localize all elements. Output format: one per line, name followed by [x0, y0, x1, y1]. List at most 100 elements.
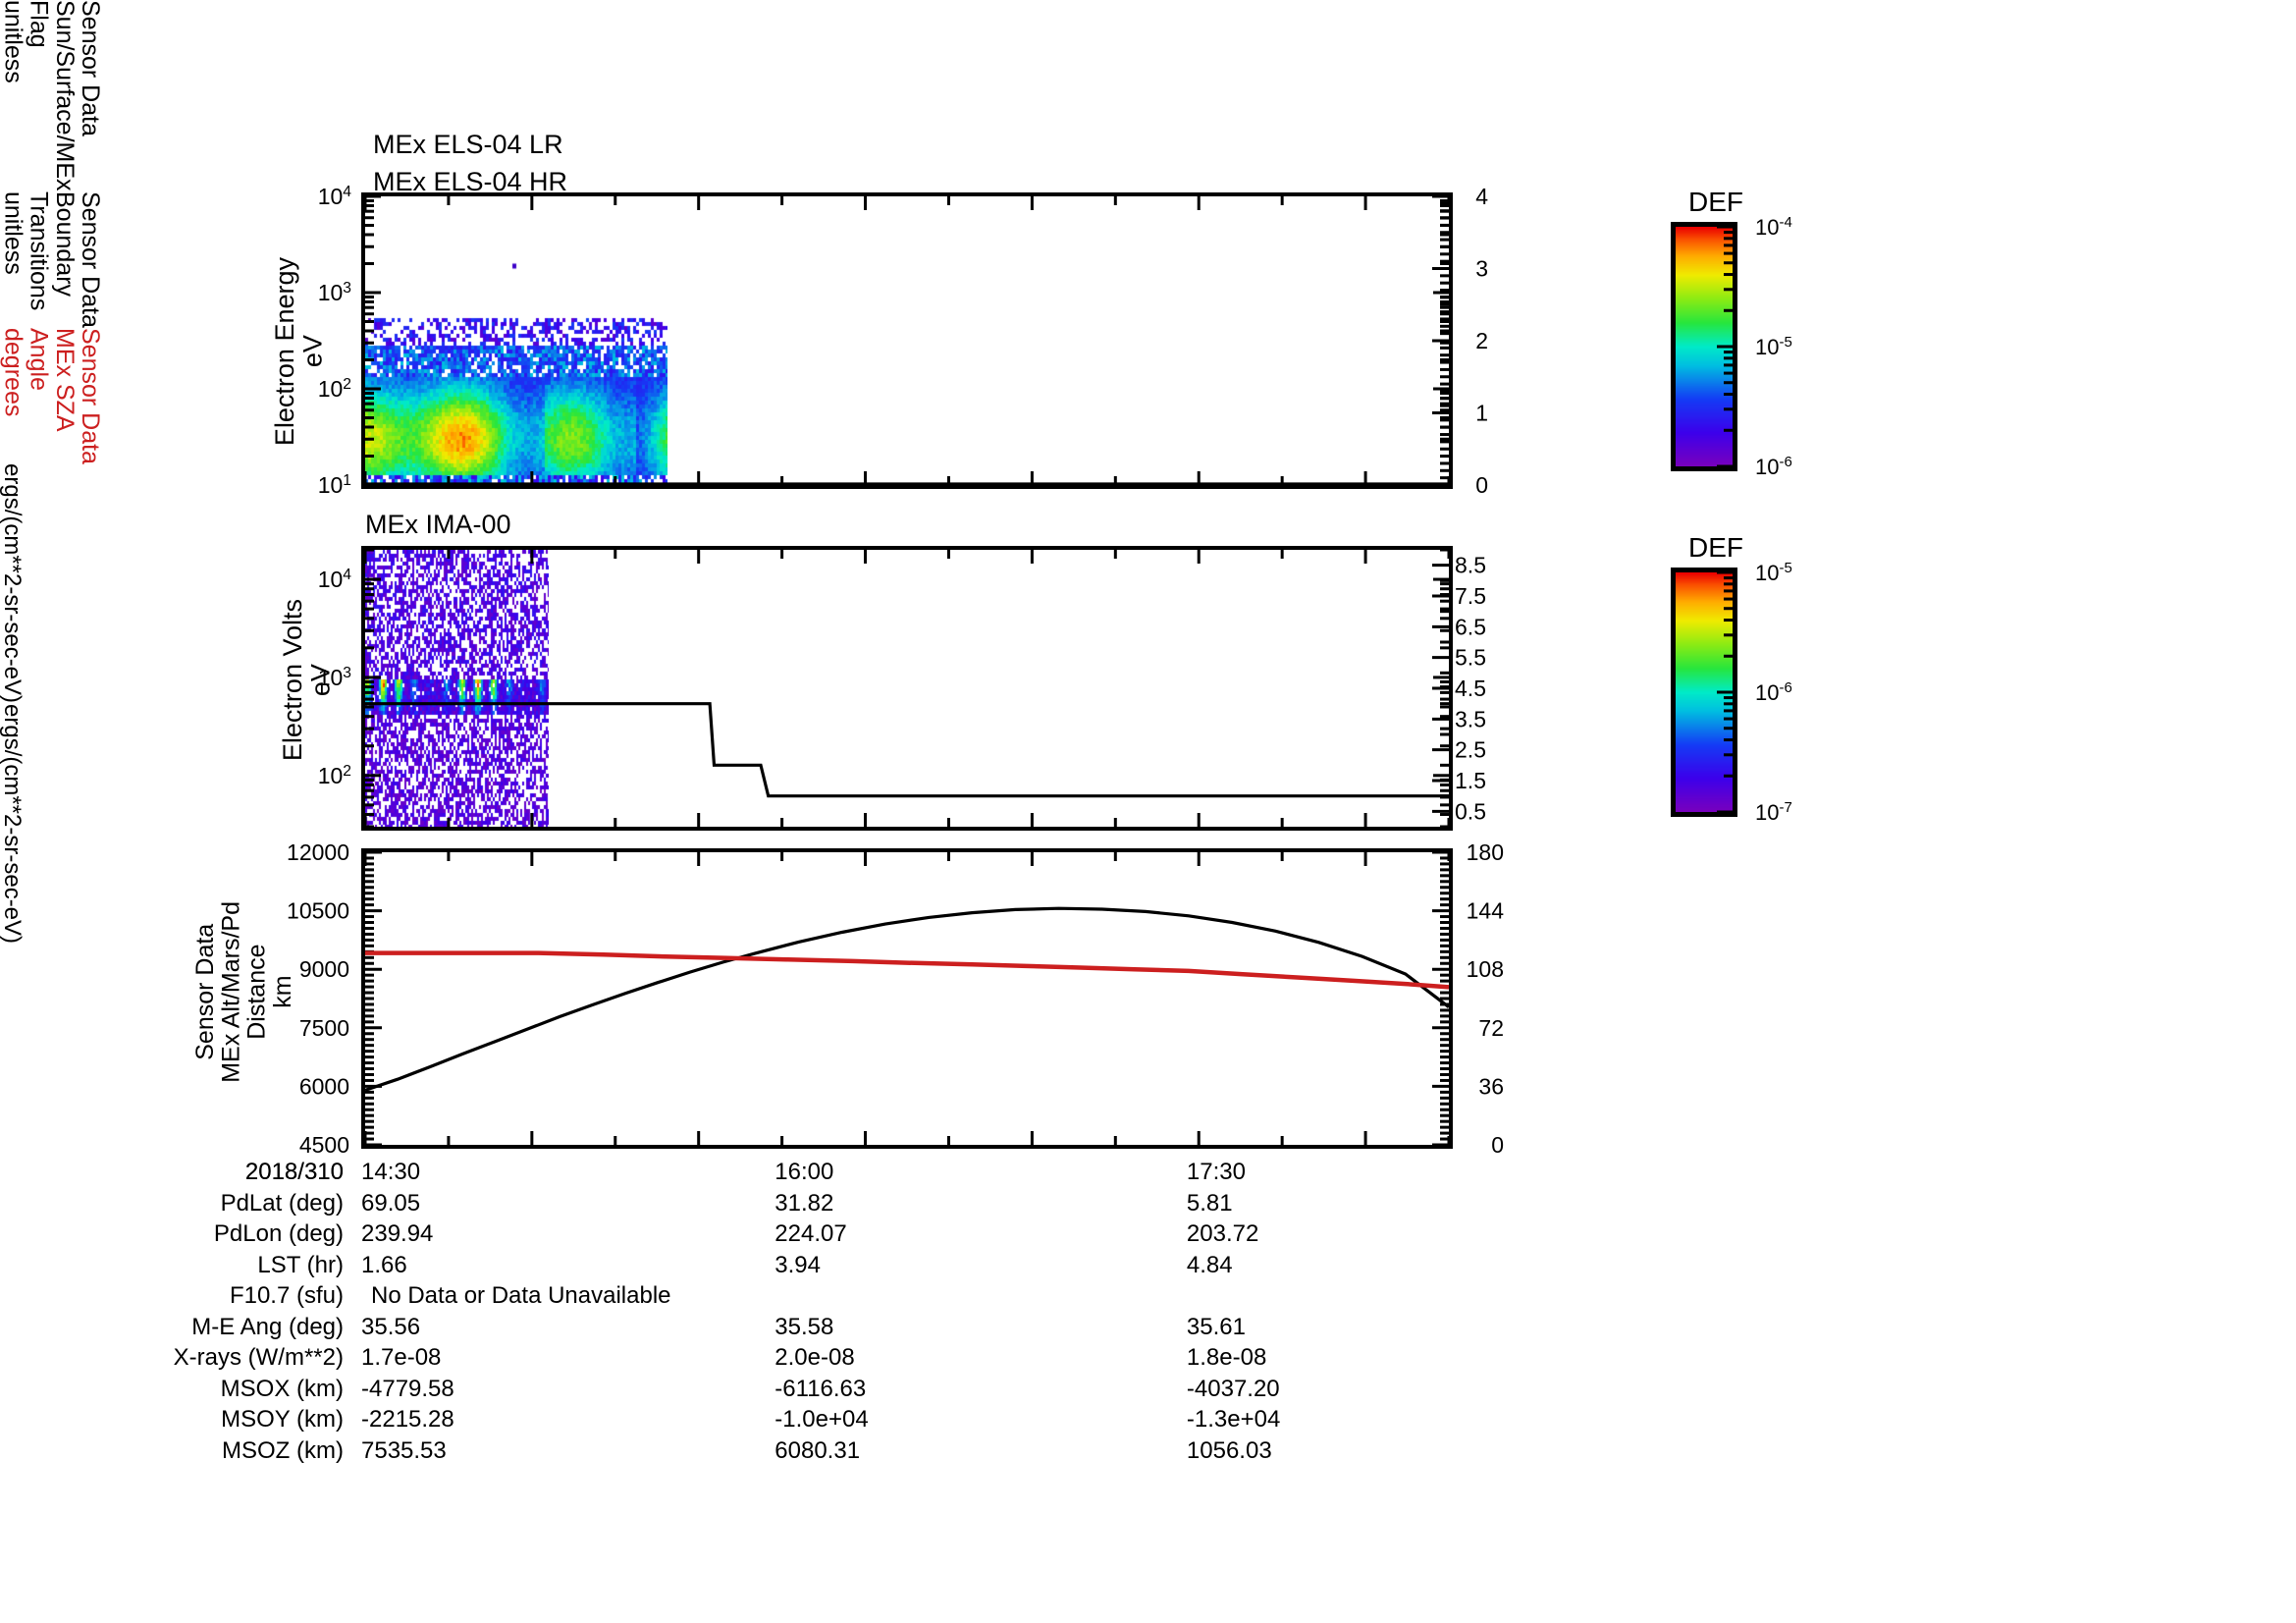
table-cell: -1.3e+04: [1186, 1406, 1281, 1433]
log-tick-label: 102: [318, 762, 351, 788]
table-cell: -4779.58: [361, 1375, 454, 1402]
svg-text:1: 1: [1475, 401, 1488, 426]
table-cell: 203.72: [1186, 1220, 1259, 1247]
table-cell: No Data or Data Unavailable: [371, 1282, 671, 1309]
svg-text:3: 3: [1475, 256, 1488, 282]
panel-els-title-lr: MEx ELS-04 LR: [373, 130, 563, 159]
svg-text:7500: 7500: [299, 1015, 349, 1041]
panel-alt-frame: [361, 848, 1453, 1149]
table-cell: 2.0e-08: [774, 1344, 855, 1371]
svg-text:10500: 10500: [287, 898, 349, 924]
boundary-transitions-line: [365, 702, 1449, 798]
table-row-label: PdLat (deg): [220, 1189, 344, 1217]
svg-text:12000: 12000: [287, 839, 349, 865]
table-cell: 4.84: [1186, 1251, 1233, 1278]
colorbar-2-unit: ergs/(cm**2-sr-sec-eV): [0, 703, 27, 944]
table-cell: 35.61: [1186, 1313, 1246, 1340]
svg-text:6.5: 6.5: [1455, 614, 1486, 639]
svg-text:72: 72: [1478, 1015, 1504, 1041]
table-cell: -6116.63: [774, 1375, 867, 1402]
table-cell: 1.7e-08: [361, 1344, 442, 1371]
panel-els-axes: 101 102 103 104 0 1 2 3 4: [318, 184, 1489, 499]
svg-text:0: 0: [1491, 1132, 1504, 1158]
colorbar-tick-label: 10-5: [1755, 560, 1792, 586]
panel-els-ylabel-right: Sensor Data Sun/Surface/MEx Flag unitles…: [0, 0, 104, 191]
table-row-label: MSOY (km): [221, 1406, 344, 1433]
svg-text:7.5: 7.5: [1455, 583, 1486, 609]
table-cell: 1056.03: [1186, 1436, 1272, 1464]
colorbar-2-title: DEF: [1688, 532, 1743, 563]
svg-text:108: 108: [1467, 956, 1504, 982]
table-row-label: 2018/310: [244, 1159, 344, 1185]
svg-text:4500: 4500: [299, 1132, 349, 1158]
panel-ima-title: MEx IMA-00: [365, 510, 511, 539]
svg-text:6000: 6000: [299, 1073, 349, 1099]
table-row-label: PdLon (deg): [213, 1220, 344, 1247]
table-cell: 31.82: [774, 1189, 834, 1217]
x-tick-label: 16:00: [774, 1159, 834, 1185]
colorbar-1-title: DEF: [1688, 187, 1743, 217]
svg-text:2.5: 2.5: [1455, 737, 1486, 763]
table-row-label: LST (hr): [257, 1251, 344, 1278]
colorbar-tick-label: 10-6: [1755, 679, 1792, 706]
colorbar-1-unit: ergs/(cm**2-sr-sec-eV): [0, 463, 27, 704]
table-cell: 69.05: [361, 1189, 421, 1217]
log-tick-label: 102: [318, 376, 351, 403]
date-label: 2018/310: [244, 1159, 344, 1185]
table-cell: 1.8e-08: [1186, 1344, 1267, 1371]
table-cell: 3.94: [774, 1251, 821, 1278]
table-cell: 35.58: [774, 1313, 834, 1340]
svg-text:36: 36: [1478, 1073, 1504, 1099]
svg-text:0: 0: [1475, 472, 1488, 498]
log-tick-label: 101: [318, 472, 351, 499]
svg-text:8.5: 8.5: [1455, 553, 1486, 578]
colorbar-2-axes: 10-7 10-6 10-5: [1717, 560, 1792, 825]
table-cell: -4037.20: [1186, 1375, 1280, 1402]
log-tick-label: 103: [318, 664, 351, 690]
table-row-label: F10.7 (sfu): [229, 1282, 344, 1309]
panel-ima-ylabel-right: Sensor Data Boundary Transitions unitles…: [0, 190, 104, 328]
x-tick-label: 14:30: [361, 1159, 421, 1185]
log-tick-label: 104: [318, 184, 352, 210]
table-row-label: M-E Ang (deg): [191, 1313, 344, 1340]
panel-alt-ylabel-left: Sensor Data MEx Alt/Mars/Pd Distance km: [191, 901, 296, 1083]
mex-sza-line: [365, 950, 1450, 990]
table-cell: 7535.53: [361, 1436, 447, 1464]
table-cell: 1.66: [361, 1251, 407, 1278]
panel-els-spectrogram: [365, 196, 667, 485]
table-cell: 224.07: [774, 1220, 847, 1247]
table-cell: 6080.31: [774, 1436, 861, 1464]
svg-text:0.5: 0.5: [1455, 798, 1486, 824]
colorbar-1-axes: 10-6 10-5 10-4: [1717, 214, 1792, 479]
panel-els-title-hr: MEx ELS-04 HR: [373, 167, 568, 196]
table-row-label: X-rays (W/m**2): [173, 1344, 344, 1371]
colorbar-tick-label: 10-5: [1755, 334, 1792, 360]
svg-text:4: 4: [1475, 184, 1488, 209]
panel-alt-ylabel-right: Sensor Data MEx SZA Angle degrees: [0, 327, 104, 464]
colorbar-tick-label: 10-4: [1755, 214, 1792, 241]
table-row-label: MSOX (km): [220, 1375, 344, 1402]
log-tick-label: 104: [318, 567, 352, 593]
panel-ima-axes: 102 103 104 0.5 1.5 2.5 3.5 4.5 5.5 6.5 7.5 8.5: [318, 548, 1486, 829]
table-row-label: MSOZ (km): [222, 1436, 344, 1464]
mex-altitude-line: [364, 906, 1450, 1092]
table-cell: -1.0e+04: [774, 1406, 869, 1433]
svg-text:4.5: 4.5: [1455, 676, 1486, 701]
svg-text:5.5: 5.5: [1455, 645, 1486, 671]
panel-ima-spectrogram: [365, 550, 549, 827]
svg-text:180: 180: [1467, 839, 1504, 865]
x-tick-label: 17:30: [1186, 1159, 1246, 1185]
svg-text:144: 144: [1467, 898, 1505, 924]
table-cell: 239.94: [361, 1220, 434, 1247]
svg-text:3.5: 3.5: [1455, 706, 1486, 731]
table-cell: 5.81: [1186, 1189, 1233, 1217]
svg-text:1.5: 1.5: [1455, 768, 1486, 793]
table-cell: -2215.28: [361, 1406, 454, 1433]
table-cell: 35.56: [361, 1313, 421, 1340]
svg-text:9000: 9000: [299, 956, 349, 982]
log-tick-label: 103: [318, 280, 351, 306]
svg-text:2: 2: [1475, 328, 1488, 353]
panel-alt-axes: 4500 6000 7500 9000 10500 12000 0 36 72 108 144 180: [287, 839, 1504, 1158]
colorbar-tick-label: 10-6: [1755, 454, 1792, 480]
colorbar-tick-label: 10-7: [1755, 799, 1792, 826]
